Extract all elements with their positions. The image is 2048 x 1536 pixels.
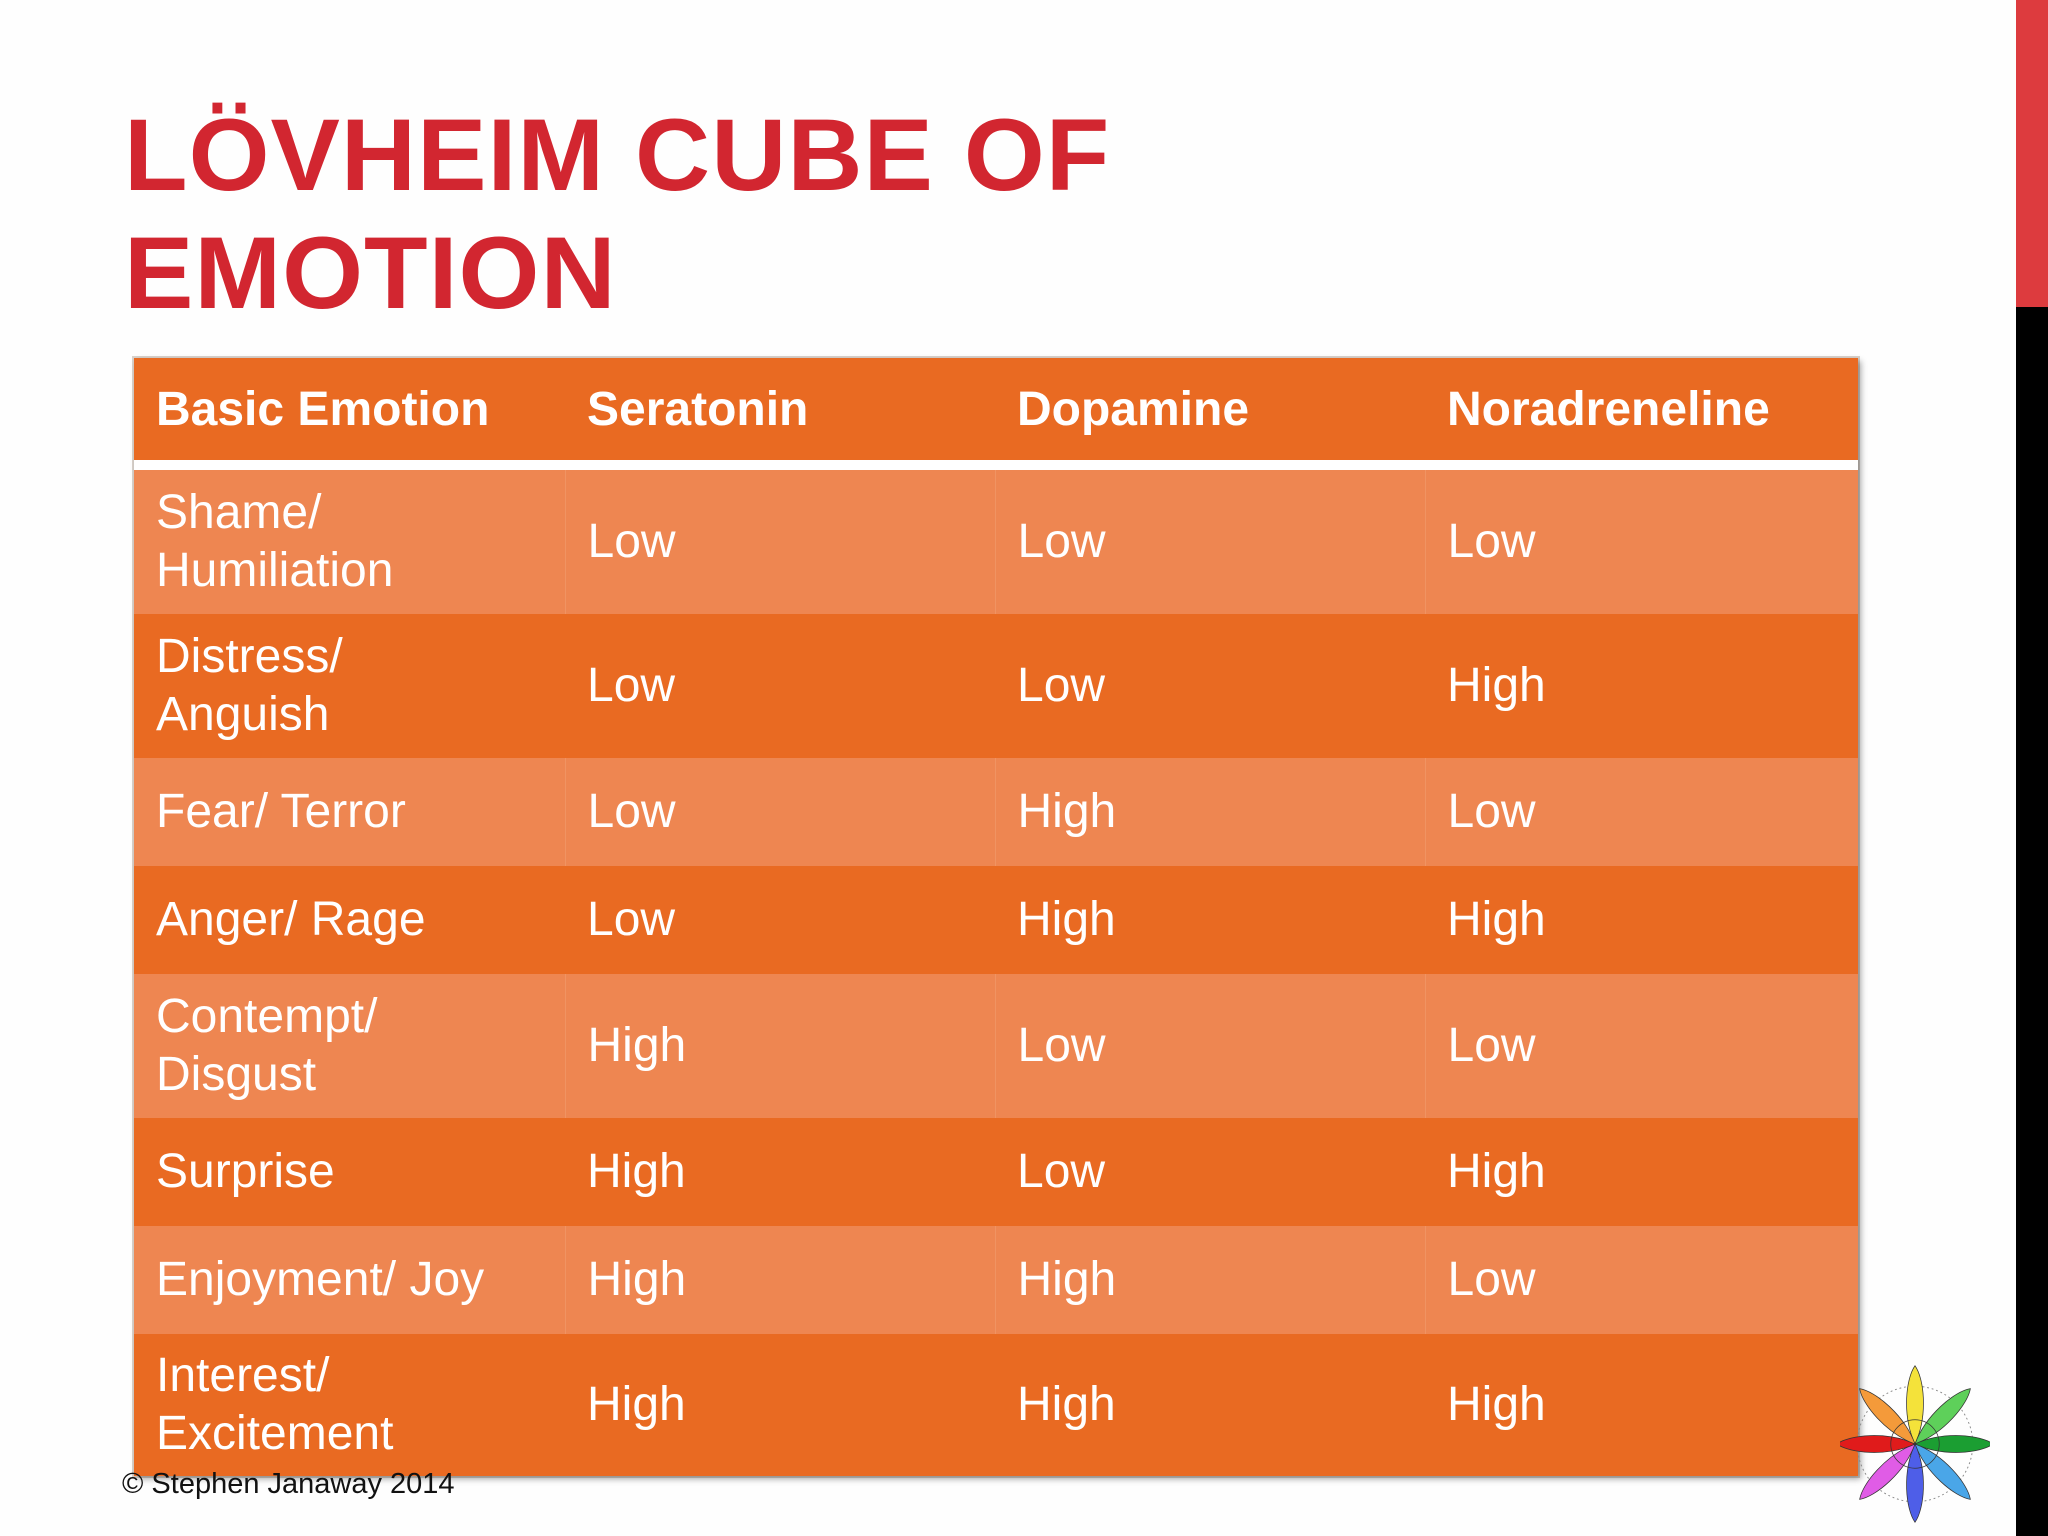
seratonin-cell: Low xyxy=(564,758,995,866)
title-line-2: EMOTION xyxy=(124,216,617,330)
emotion-wheel-icon xyxy=(1840,1365,1990,1523)
emotion-table: Basic Emotion Seratonin Dopamine Noradre… xyxy=(134,358,1858,1476)
noradreneline-cell: Low xyxy=(1424,974,1858,1118)
dopamine-cell: High xyxy=(994,758,1425,866)
header-noradreneline: Noradreneline xyxy=(1425,358,1858,470)
table-header-row: Basic Emotion Seratonin Dopamine Noradre… xyxy=(134,358,1858,470)
emotion-line-1: Contempt/ xyxy=(156,990,378,1043)
table-row: Enjoyment/ Joy High High Low xyxy=(134,1226,1858,1334)
emotion-cell: Distress/Anguish xyxy=(134,614,565,758)
noradreneline-cell: Low xyxy=(1424,465,1858,614)
noradreneline-cell: High xyxy=(1425,1118,1858,1226)
dopamine-cell: High xyxy=(994,1226,1425,1334)
seratonin-cell: Low xyxy=(564,465,995,614)
header-seratonin: Seratonin xyxy=(565,358,995,470)
emotion-line-1: Shame/ xyxy=(156,486,322,539)
noradreneline-cell: Low xyxy=(1424,758,1858,866)
emotion-cell: Surprise xyxy=(134,1118,565,1226)
seratonin-cell: High xyxy=(565,1118,995,1226)
table-row: Interest/Excitement High High High xyxy=(134,1334,1858,1476)
header-basic-emotion: Basic Emotion xyxy=(134,358,565,470)
header-dopamine: Dopamine xyxy=(995,358,1425,470)
seratonin-cell: High xyxy=(565,1334,995,1476)
seratonin-cell: Low xyxy=(565,866,995,974)
table-row: Surprise High Low High xyxy=(134,1118,1858,1226)
emotion-line-1: Distress/ xyxy=(156,630,343,683)
noradreneline-cell: Low xyxy=(1424,1226,1858,1334)
title-line-1: LÖVHEIM CUBE OF xyxy=(124,98,1111,212)
noradreneline-cell: High xyxy=(1425,866,1858,974)
seratonin-cell: Low xyxy=(565,614,995,758)
emotion-cell: Enjoyment/ Joy xyxy=(134,1226,565,1334)
emotion-line-2: Humiliation xyxy=(156,544,394,597)
dopamine-cell: Low xyxy=(994,465,1425,614)
seratonin-cell: High xyxy=(564,1226,995,1334)
table-row: Anger/ Rage Low High High xyxy=(134,866,1858,974)
emotion-line-2: Disgust xyxy=(156,1048,317,1101)
copyright-notice: © Stephen Janaway 2014 xyxy=(122,1468,455,1500)
noradreneline-cell: High xyxy=(1425,614,1858,758)
accent-bar-black xyxy=(2016,307,2048,1536)
table-row: Distress/Anguish Low Low High xyxy=(134,614,1858,758)
table-row: Fear/ Terror Low High Low xyxy=(134,758,1858,866)
emotion-cell: Anger/ Rage xyxy=(134,866,565,974)
emotion-cell: Shame/Humiliation xyxy=(134,465,565,614)
emotion-line-2: Anguish xyxy=(156,688,330,741)
emotion-line-2: Excitement xyxy=(156,1407,394,1460)
slide-title: LÖVHEIM CUBE OF EMOTION xyxy=(124,96,1110,332)
emotion-cell: Contempt/Disgust xyxy=(134,974,565,1118)
accent-bar-red xyxy=(2016,0,2048,307)
table-row: Contempt/Disgust High Low Low xyxy=(134,974,1858,1118)
emotion-cell: Fear/ Terror xyxy=(134,758,565,866)
noradreneline-cell: High xyxy=(1425,1334,1858,1476)
seratonin-cell: High xyxy=(564,974,995,1118)
dopamine-cell: High xyxy=(995,866,1425,974)
dopamine-cell: Low xyxy=(994,974,1425,1118)
emotion-line-1: Interest/ xyxy=(156,1349,330,1402)
emotion-cell: Interest/Excitement xyxy=(134,1334,565,1476)
table-row: Shame/Humiliation Low Low Low xyxy=(134,465,1858,614)
dopamine-cell: High xyxy=(995,1334,1425,1476)
dopamine-cell: Low xyxy=(995,1118,1425,1226)
dopamine-cell: Low xyxy=(995,614,1425,758)
